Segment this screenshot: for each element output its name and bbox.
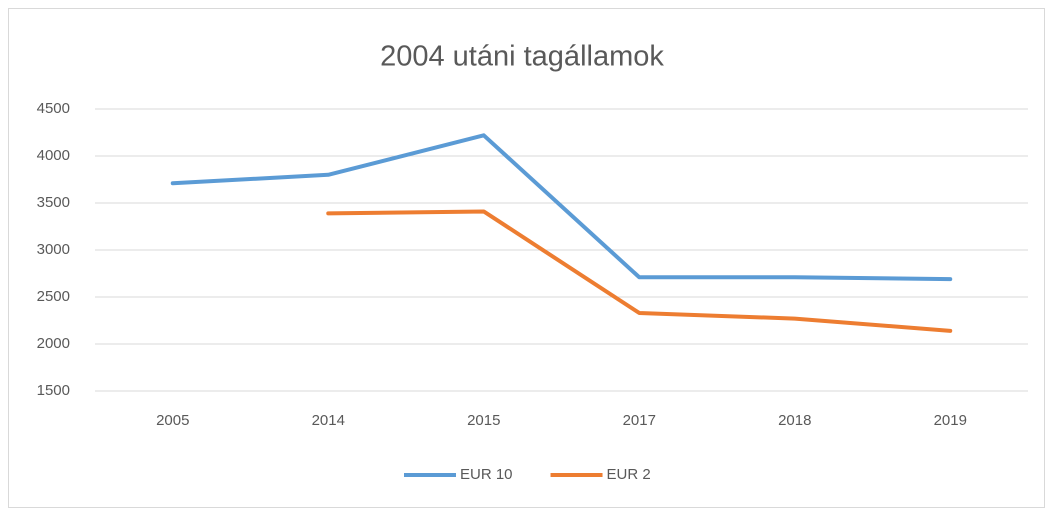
- y-tick-label: 3500: [37, 194, 70, 211]
- y-tick-label: 4000: [37, 147, 70, 164]
- x-tick-label: 2017: [623, 412, 656, 429]
- chart-border: [8, 8, 1045, 508]
- legend-label: EUR 2: [607, 466, 651, 483]
- x-tick-label: 2015: [467, 412, 500, 429]
- y-tick-label: 2500: [37, 288, 70, 305]
- y-tick-label: 2000: [37, 335, 70, 352]
- x-tick-label: 2018: [778, 412, 811, 429]
- y-tick-label: 3000: [37, 241, 70, 258]
- x-tick-label: 2005: [156, 412, 189, 429]
- y-tick-label: 4500: [37, 100, 70, 117]
- legend-label: EUR 10: [460, 466, 513, 483]
- series-line: [326, 209, 953, 333]
- y-tick-label: 1500: [37, 382, 70, 399]
- x-tick-label: 2019: [934, 412, 967, 429]
- x-tick-label: 2014: [312, 412, 345, 429]
- chart-title: 2004 utáni tagállamok: [380, 41, 664, 73]
- series-line: [170, 133, 953, 282]
